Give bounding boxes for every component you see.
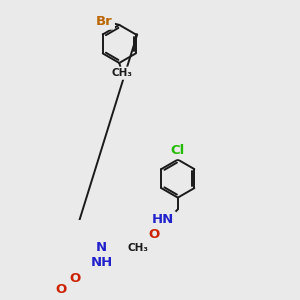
Text: NH: NH (91, 256, 113, 268)
Text: N: N (95, 241, 106, 254)
Text: O: O (55, 283, 66, 296)
Text: CH₃: CH₃ (127, 243, 148, 253)
Text: O: O (149, 228, 160, 241)
Text: Br: Br (96, 15, 113, 28)
Text: Cl: Cl (171, 144, 185, 157)
Text: HN: HN (152, 213, 174, 226)
Text: CH₃: CH₃ (112, 68, 133, 78)
Text: O: O (70, 272, 81, 285)
